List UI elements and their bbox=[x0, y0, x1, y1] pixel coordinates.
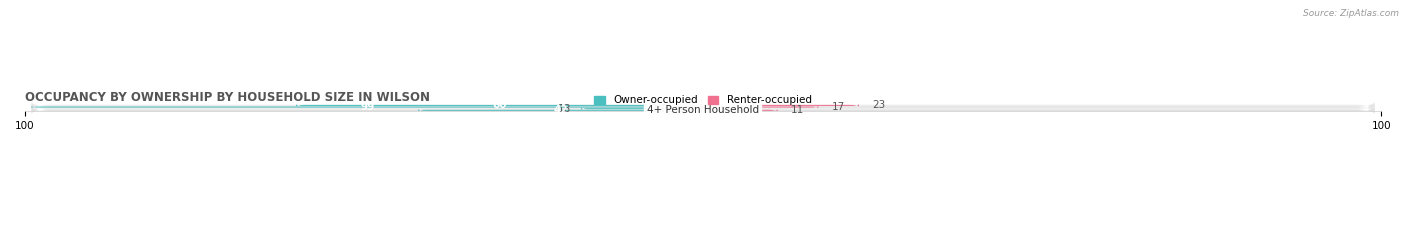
Text: 0: 0 bbox=[737, 104, 744, 114]
FancyBboxPatch shape bbox=[31, 106, 1375, 114]
Text: 11: 11 bbox=[792, 105, 804, 115]
Text: 1-Person Household: 1-Person Household bbox=[651, 100, 755, 110]
Legend: Owner-occupied, Renter-occupied: Owner-occupied, Renter-occupied bbox=[591, 91, 815, 110]
FancyBboxPatch shape bbox=[31, 103, 1375, 111]
Text: OCCUPANCY BY OWNERSHIP BY HOUSEHOLD SIZE IN WILSON: OCCUPANCY BY OWNERSHIP BY HOUSEHOLD SIZE… bbox=[25, 91, 430, 104]
Text: 99: 99 bbox=[360, 102, 374, 112]
Text: 2-Person Household: 2-Person Household bbox=[651, 102, 755, 112]
Text: 42: 42 bbox=[554, 105, 568, 115]
FancyBboxPatch shape bbox=[31, 106, 703, 109]
Text: 18: 18 bbox=[558, 104, 571, 114]
Text: 60: 60 bbox=[492, 100, 506, 110]
FancyBboxPatch shape bbox=[703, 106, 818, 109]
Text: 23: 23 bbox=[873, 100, 886, 110]
FancyBboxPatch shape bbox=[31, 101, 1375, 110]
FancyBboxPatch shape bbox=[297, 104, 703, 107]
Text: Source: ZipAtlas.com: Source: ZipAtlas.com bbox=[1303, 9, 1399, 18]
Text: 3-Person Household: 3-Person Household bbox=[651, 104, 755, 114]
FancyBboxPatch shape bbox=[31, 105, 1375, 113]
Text: 4+ Person Household: 4+ Person Household bbox=[647, 105, 759, 115]
FancyBboxPatch shape bbox=[418, 109, 703, 112]
FancyBboxPatch shape bbox=[703, 107, 723, 110]
FancyBboxPatch shape bbox=[703, 104, 859, 107]
FancyBboxPatch shape bbox=[703, 109, 778, 112]
Text: 17: 17 bbox=[832, 102, 845, 112]
FancyBboxPatch shape bbox=[581, 107, 703, 110]
